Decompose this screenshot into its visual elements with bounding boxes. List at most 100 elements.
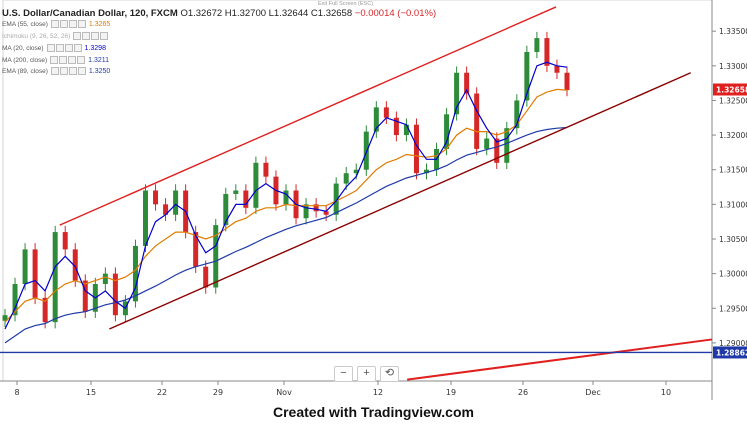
indicator-controls[interactable] xyxy=(50,20,86,28)
plot-frame xyxy=(2,0,713,382)
y-tick-label: 1.31500 xyxy=(719,166,747,175)
indicator-controls[interactable] xyxy=(46,44,82,52)
trend-support-line xyxy=(406,338,713,381)
candle-body xyxy=(343,173,349,184)
indicator-control-button[interactable] xyxy=(77,56,86,64)
support-price-badge xyxy=(713,346,747,359)
candle-body xyxy=(534,38,540,52)
exit-fullscreen-label[interactable]: Exit Full Screen (ESC) xyxy=(318,1,374,7)
candle-body xyxy=(42,297,48,323)
ma20-line xyxy=(4,61,568,330)
y-tick-label: 1.33000 xyxy=(719,62,747,71)
candle-body xyxy=(72,249,78,281)
indicator-control-button[interactable] xyxy=(77,20,86,28)
x-tick-label: 12 xyxy=(373,388,383,397)
indicator-row[interactable]: MA (200, close) 1.3211 xyxy=(2,56,109,64)
indicator-control-button[interactable] xyxy=(68,56,77,64)
candle-body xyxy=(363,131,369,170)
candle-body xyxy=(143,190,148,246)
indicator-row[interactable]: EMA (89, close) 1.3250 xyxy=(2,67,110,75)
indicator-label: EMA (89, close) xyxy=(2,67,48,75)
candle-body xyxy=(102,273,108,285)
indicator-control-button[interactable] xyxy=(82,32,91,40)
candle-body xyxy=(132,245,138,302)
footer-credit: Created with Tradingview.com xyxy=(273,404,474,420)
indicator-control-button[interactable] xyxy=(50,67,59,75)
candle-body xyxy=(474,93,480,149)
candle-body xyxy=(333,183,339,215)
candle-body xyxy=(303,204,309,219)
ma200-line xyxy=(4,126,568,344)
zoom-controls: − + ⟲ xyxy=(334,366,399,382)
indicator-row[interactable]: Ichimoku (9, 26, 52, 26) xyxy=(2,32,111,40)
indicator-control-button[interactable] xyxy=(68,67,77,75)
candle-body xyxy=(263,162,269,177)
indicator-row[interactable]: EMA (55, close) 1.3265 xyxy=(2,20,110,28)
indicator-control-button[interactable] xyxy=(73,32,82,40)
indicator-controls[interactable] xyxy=(50,56,86,64)
zoom-out-button[interactable]: − xyxy=(334,366,353,382)
candle-body xyxy=(313,204,319,212)
candle-body xyxy=(2,315,8,321)
indicator-label: EMA (55, close) xyxy=(2,20,48,28)
indicator-control-button[interactable] xyxy=(100,32,109,40)
candle-body xyxy=(32,249,38,298)
x-tick-label: 19 xyxy=(446,388,456,397)
candle-body xyxy=(413,124,419,174)
y-tick-label: 1.31000 xyxy=(719,200,747,209)
candle-body xyxy=(22,249,28,285)
y-tick-label: 1.32000 xyxy=(719,131,747,140)
candle-body xyxy=(283,190,289,205)
indicator-control-button[interactable] xyxy=(77,67,86,75)
candle-body xyxy=(373,107,379,132)
indicator-controls[interactable] xyxy=(50,67,86,75)
candle-body xyxy=(383,107,389,118)
indicator-control-button[interactable] xyxy=(59,56,68,64)
indicator-controls[interactable] xyxy=(73,32,109,40)
last-price-label: 1.32658 xyxy=(716,86,747,95)
candle-body xyxy=(253,162,259,208)
candle-body xyxy=(564,72,570,91)
indicator-control-button[interactable] xyxy=(64,44,73,52)
indicator-label: MA (20, close) xyxy=(2,44,44,52)
candle-body xyxy=(243,190,249,208)
indicator-control-button[interactable] xyxy=(59,67,68,75)
candle-body xyxy=(353,169,359,174)
reset-zoom-button[interactable]: ⟲ xyxy=(380,366,399,382)
candle-body xyxy=(504,128,510,163)
indicator-row[interactable]: MA (20, close) 1.3298 xyxy=(2,44,106,52)
indicator-control-button[interactable] xyxy=(50,56,59,64)
indicator-control-button[interactable] xyxy=(46,44,55,52)
candle-body xyxy=(403,124,409,136)
y-tick-label: 1.29500 xyxy=(719,304,747,313)
symbol-title: U.S. Dollar/Canadian Dollar, 120, FXCM xyxy=(2,8,178,19)
candle-body xyxy=(153,190,159,205)
x-tick-label: Nov xyxy=(276,388,292,397)
indicator-value: 1.3211 xyxy=(88,56,110,64)
indicator-control-button[interactable] xyxy=(59,20,68,28)
candle-body xyxy=(524,51,530,101)
indicator-control-button[interactable] xyxy=(50,20,59,28)
indicator-control-button[interactable] xyxy=(91,32,100,40)
candle-body xyxy=(173,190,179,215)
x-tick-label: 10 xyxy=(661,388,671,397)
candle-body xyxy=(454,72,460,115)
candle-body xyxy=(323,211,329,215)
zoom-in-button[interactable]: + xyxy=(357,366,376,382)
channel-lower-line xyxy=(109,72,692,330)
indicator-control-button[interactable] xyxy=(73,44,82,52)
x-tick-label: 26 xyxy=(518,388,528,397)
y-tick-label: 1.33500 xyxy=(719,27,747,36)
indicator-value: 1.3298 xyxy=(84,44,106,52)
candle-body xyxy=(112,273,118,316)
candle-body xyxy=(203,266,209,288)
candle-body xyxy=(544,38,550,66)
candle-body xyxy=(484,138,490,149)
indicator-control-button[interactable] xyxy=(68,20,77,28)
indicator-control-button[interactable] xyxy=(55,44,64,52)
x-tick-label: 8 xyxy=(14,388,19,397)
y-tick-label: 1.30000 xyxy=(719,270,747,279)
candle-body xyxy=(213,225,219,288)
